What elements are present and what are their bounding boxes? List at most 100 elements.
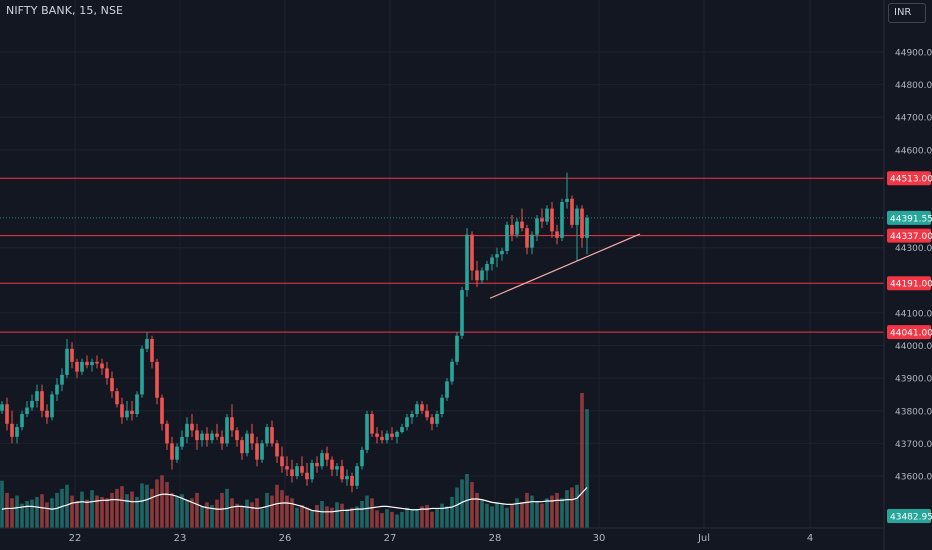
candle-body (215, 433, 219, 437)
volume-bar (365, 495, 369, 528)
price-tick-label: 44300.00 (895, 244, 932, 254)
volume-bar (390, 511, 394, 528)
time-axis[interactable]: 22 23 26 27 28 30 Jul 4 (0, 527, 884, 550)
volume-bar (170, 492, 174, 528)
candle-body (290, 469, 294, 476)
candle-body (310, 462, 314, 480)
volume-bar (300, 505, 304, 528)
volume-bar (475, 492, 479, 528)
volume-bar (100, 496, 104, 528)
candle-body (35, 391, 39, 401)
candle-body (190, 423, 194, 431)
candle-body (325, 453, 329, 460)
candle-body (345, 476, 349, 480)
volume-bar (355, 506, 359, 528)
candle-body (525, 228, 529, 248)
volume-bar (455, 487, 459, 528)
volume-bar (400, 511, 404, 528)
volume-bar (245, 499, 249, 528)
candle-body (165, 423, 169, 444)
volume-bar (105, 498, 109, 528)
volume-bar (445, 506, 449, 528)
volume-bar (500, 503, 504, 528)
candle-body (550, 208, 554, 232)
horizontal-levels[interactable] (0, 177, 884, 333)
candle-body (5, 404, 9, 424)
price-tick-label: 43600.00 (895, 473, 932, 483)
level-price-badge: 44041.00 (890, 329, 932, 339)
candle-body (370, 414, 374, 434)
volume-bar (425, 505, 429, 528)
volume-bar (30, 499, 34, 528)
volume-bar (135, 496, 139, 528)
candle-body (485, 264, 489, 271)
candle-body (330, 459, 334, 470)
candle-body (585, 217, 589, 238)
level-price-badge-background (887, 171, 931, 186)
price-axis-background (884, 0, 932, 550)
candle-body (445, 381, 449, 398)
volume-bar (115, 488, 119, 528)
volume-bar (20, 503, 24, 528)
price-axis[interactable]: 44900.00 44800.00 44700.00 44600.00 44300.00… (883, 0, 932, 550)
volume-bar (120, 486, 124, 528)
candle-body (515, 221, 519, 235)
trendline[interactable] (489, 233, 641, 299)
currency-selector[interactable]: INR (888, 3, 926, 23)
candle-body (580, 208, 584, 238)
candle-body (80, 361, 84, 372)
time-tick-label: 30 (593, 533, 606, 544)
candle-body (300, 466, 304, 473)
candle-body (465, 234, 469, 291)
volume-bar (310, 510, 314, 528)
candle-body (395, 431, 399, 437)
candle-body (85, 361, 89, 366)
candle-body (440, 397, 444, 415)
volume-bar (570, 487, 574, 528)
candle-body (435, 414, 439, 424)
trend-line (489, 233, 641, 299)
candle-body (355, 466, 359, 486)
candle-body (260, 443, 264, 460)
candle-body (75, 361, 79, 372)
volume-bar (405, 507, 409, 528)
candle-body (175, 446, 179, 460)
volume-bar (465, 474, 469, 528)
candles (0, 172, 589, 493)
candle-body (120, 404, 124, 418)
volume-bar (140, 483, 144, 528)
volume-bar (270, 495, 274, 528)
volume-bar (70, 495, 74, 528)
volume-bar (575, 484, 579, 528)
candle-body (235, 430, 239, 441)
time-tick-label: Jul (697, 533, 710, 544)
candle-body (570, 198, 574, 225)
candle-body (415, 404, 419, 415)
candle-body (250, 433, 254, 444)
volume-bar (35, 496, 39, 528)
volume-bar (85, 499, 89, 528)
candle-body (460, 290, 464, 336)
candle-body (110, 378, 114, 392)
volume-bar (10, 498, 14, 528)
candle-body (225, 417, 229, 444)
price-tick-label: 44000.00 (895, 342, 932, 352)
volume-bar (25, 501, 29, 528)
candle-body (50, 394, 54, 418)
candle-body (365, 414, 369, 450)
volume-bar (315, 505, 319, 528)
volume-bar (560, 498, 564, 528)
candle-body (230, 417, 234, 431)
candle-body (575, 208, 579, 225)
volume-bar (190, 498, 194, 528)
candle-body (125, 410, 129, 418)
candle-body (475, 270, 479, 281)
volume-bar (255, 498, 259, 528)
candle-body (100, 363, 104, 369)
candle-body (130, 410, 134, 415)
volume-bar (325, 506, 329, 528)
candle-body (545, 208, 549, 222)
candle-body (135, 394, 139, 415)
